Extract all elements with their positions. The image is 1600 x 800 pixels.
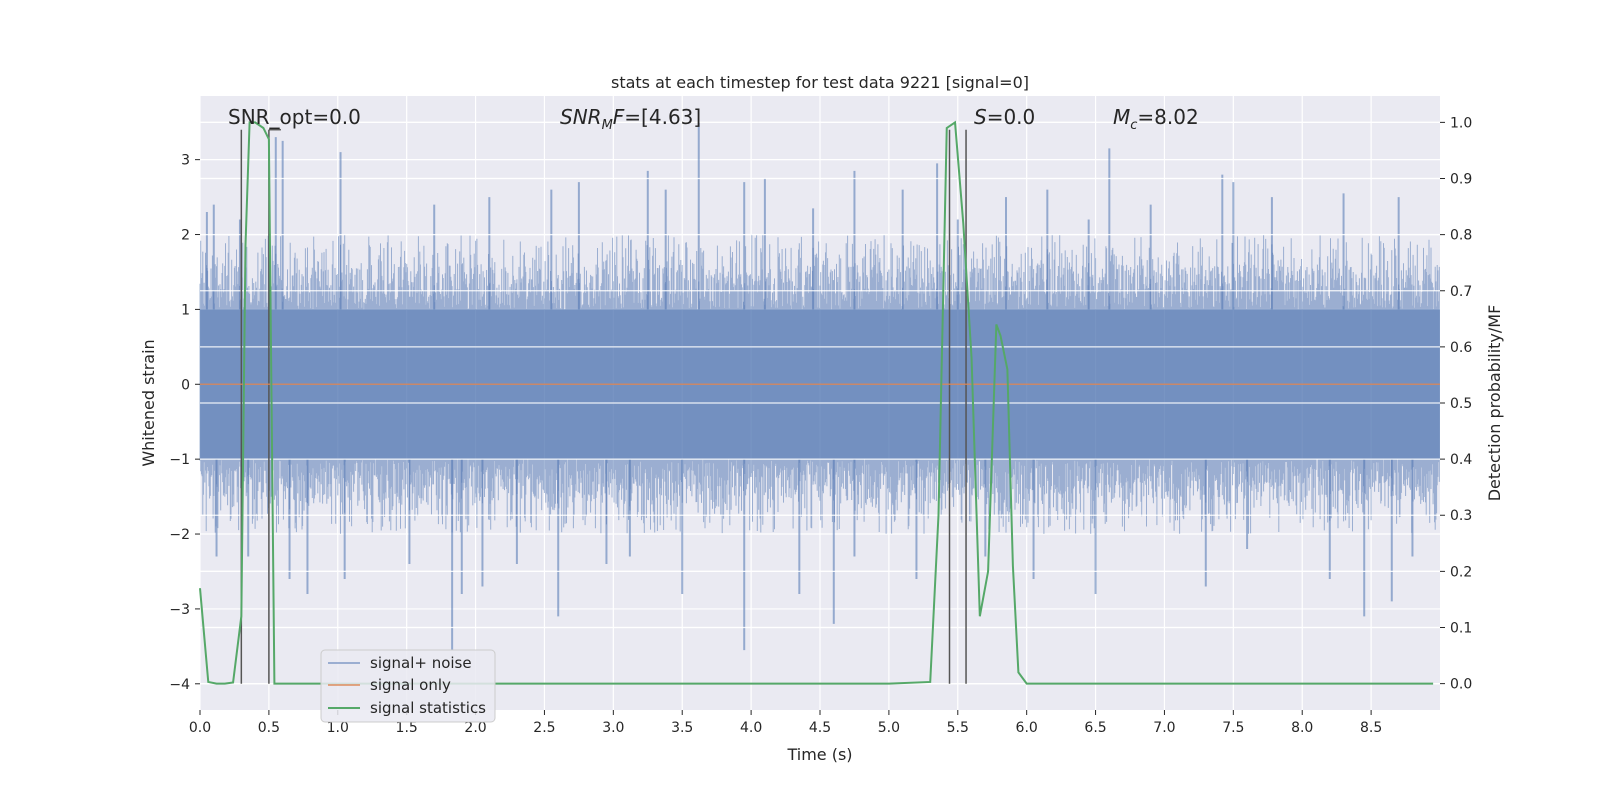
y2-tick-label: 0.4 (1450, 452, 1472, 468)
y-tick-label: −4 (169, 677, 190, 693)
y2-axis-label: Detection probability/MF (1485, 305, 1504, 502)
x-tick-label: 1.5 (396, 720, 418, 736)
mc-annotation: Mc=8.02 (1113, 105, 1199, 133)
signal-statistics-series (199, 120, 1434, 685)
y2-tick-label: 0.7 (1450, 284, 1472, 300)
y2-tick-label: 0.2 (1450, 564, 1472, 580)
legend-label-signal: signal only (370, 676, 451, 694)
snr-opt-annotation: SNR_opt=0.0 (228, 105, 361, 129)
x-tick-label: 0.5 (258, 720, 280, 736)
x-tick-label: 6.5 (1084, 720, 1106, 736)
y2-tick-label: 0.3 (1450, 508, 1472, 524)
x-tick-label: 0.0 (189, 720, 211, 736)
x-tick-label: 1.0 (327, 720, 349, 736)
y2-tick-label: 0.5 (1450, 396, 1472, 412)
y-tick-label: 0 (181, 377, 190, 393)
snr-mf-annotation: SNRMF=[4.63] (560, 105, 701, 133)
legend-box (320, 649, 496, 723)
y-axis-ticks: −4 −3 −2 −1 0 1 2 3 (169, 153, 200, 693)
x-tick-label: 2.0 (464, 720, 486, 736)
y-tick-label: 1 (181, 302, 190, 318)
y-tick-label: −3 (169, 602, 190, 618)
y-tick-label: −2 (169, 527, 190, 543)
x-tick-label: 7.5 (1222, 720, 1244, 736)
legend-label-stats: signal statistics (370, 699, 486, 717)
x-tick-label: 4.5 (809, 720, 831, 736)
x-tick-label: 4.0 (740, 720, 762, 736)
y2-axis-ticks: 0.0 0.1 0.2 0.3 0.4 0.5 0.6 0.7 0.8 0.9 1.0 (1440, 115, 1472, 693)
legend-label-noise: signal+ noise (370, 654, 472, 672)
x-axis-label: Time (s) (786, 745, 852, 764)
y2-tick-label: 0.6 (1450, 340, 1472, 356)
y2-tick-label: 0.9 (1450, 172, 1472, 188)
y2-tick-label: 0.1 (1450, 620, 1472, 636)
signal-statistics-line (199, 120, 1434, 685)
x-tick-label: 5.0 (878, 720, 900, 736)
x-tick-label: 3.0 (602, 720, 624, 736)
y2-tick-label: 0.0 (1450, 677, 1472, 693)
chart-title: stats at each timestep for test data 922… (611, 73, 1029, 92)
y-tick-label: −1 (169, 452, 190, 468)
x-axis-ticks: 0.0 0.5 1.0 1.5 2.0 2.5 3.0 3.5 4.0 4.5 5.0 5.5 6.0 6… (189, 710, 1382, 736)
x-tick-label: 7.0 (1153, 720, 1175, 736)
x-tick-label: 6.0 (1016, 720, 1038, 736)
y2-tick-label: 0.8 (1450, 228, 1472, 244)
x-tick-label: 3.5 (671, 720, 693, 736)
x-tick-label: 8.5 (1360, 720, 1382, 736)
x-tick-label: 2.5 (533, 720, 555, 736)
y-tick-label: 3 (181, 153, 190, 169)
y-tick-label: 2 (181, 228, 190, 244)
x-tick-label: 8.0 (1291, 720, 1313, 736)
s-stat-annotation: S=0.0 (974, 105, 1035, 129)
y2-tick-label: 1.0 (1450, 115, 1472, 131)
x-tick-label: 5.5 (947, 720, 969, 736)
y-axis-label: Whitened strain (139, 339, 158, 466)
legend: signal+ noise signal only signal statist… (320, 649, 496, 723)
